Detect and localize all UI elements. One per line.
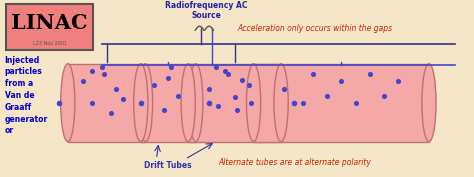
- Bar: [68, 64, 146, 142]
- Ellipse shape: [189, 64, 203, 142]
- Text: Acceleration only occurs within the gaps: Acceleration only occurs within the gaps: [237, 24, 392, 33]
- Point: [174, 94, 182, 97]
- Ellipse shape: [181, 64, 195, 142]
- Text: LINAC: LINAC: [11, 13, 88, 33]
- Point: [214, 105, 222, 108]
- Bar: [141, 64, 196, 142]
- Point: [205, 101, 212, 104]
- Point: [89, 101, 96, 104]
- Point: [245, 84, 253, 86]
- Text: L23 Nov 2001: L23 Nov 2001: [33, 41, 67, 46]
- Ellipse shape: [274, 64, 288, 142]
- Text: Drift Tubes: Drift Tubes: [145, 161, 192, 170]
- Point: [309, 73, 317, 76]
- Text: Radiofrequency AC
Source: Radiofrequency AC Source: [165, 1, 247, 20]
- Point: [238, 78, 246, 81]
- Point: [150, 84, 158, 86]
- Point: [205, 87, 212, 90]
- Point: [394, 80, 402, 83]
- Point: [323, 94, 331, 97]
- Point: [380, 94, 388, 97]
- Ellipse shape: [61, 64, 75, 142]
- Point: [79, 80, 87, 83]
- Point: [119, 98, 127, 101]
- Point: [233, 108, 241, 111]
- Ellipse shape: [134, 64, 148, 142]
- Point: [300, 101, 307, 104]
- Text: Alternate tubes are at alternate polarity: Alternate tubes are at alternate polarit…: [218, 158, 371, 167]
- Point: [337, 80, 345, 83]
- Point: [160, 108, 167, 111]
- Bar: [254, 64, 429, 142]
- Bar: [188, 64, 281, 142]
- Point: [100, 73, 108, 76]
- Ellipse shape: [138, 64, 153, 142]
- Point: [89, 69, 96, 72]
- Point: [221, 69, 229, 72]
- Point: [212, 66, 219, 69]
- Point: [366, 73, 374, 76]
- Point: [137, 101, 145, 104]
- Text: Injected
particles
from a
Van de
Graaff
generator
or: Injected particles from a Van de Graaff …: [5, 56, 48, 135]
- Ellipse shape: [246, 64, 261, 142]
- Point: [231, 96, 238, 99]
- Point: [108, 112, 115, 115]
- Point: [167, 66, 174, 69]
- Point: [281, 87, 288, 90]
- Point: [98, 66, 106, 69]
- Ellipse shape: [422, 64, 436, 142]
- Point: [112, 87, 120, 90]
- Point: [247, 101, 255, 104]
- Point: [164, 76, 172, 79]
- Point: [290, 101, 298, 104]
- Point: [55, 101, 63, 104]
- Point: [352, 101, 359, 104]
- FancyBboxPatch shape: [6, 4, 93, 50]
- Point: [224, 73, 231, 76]
